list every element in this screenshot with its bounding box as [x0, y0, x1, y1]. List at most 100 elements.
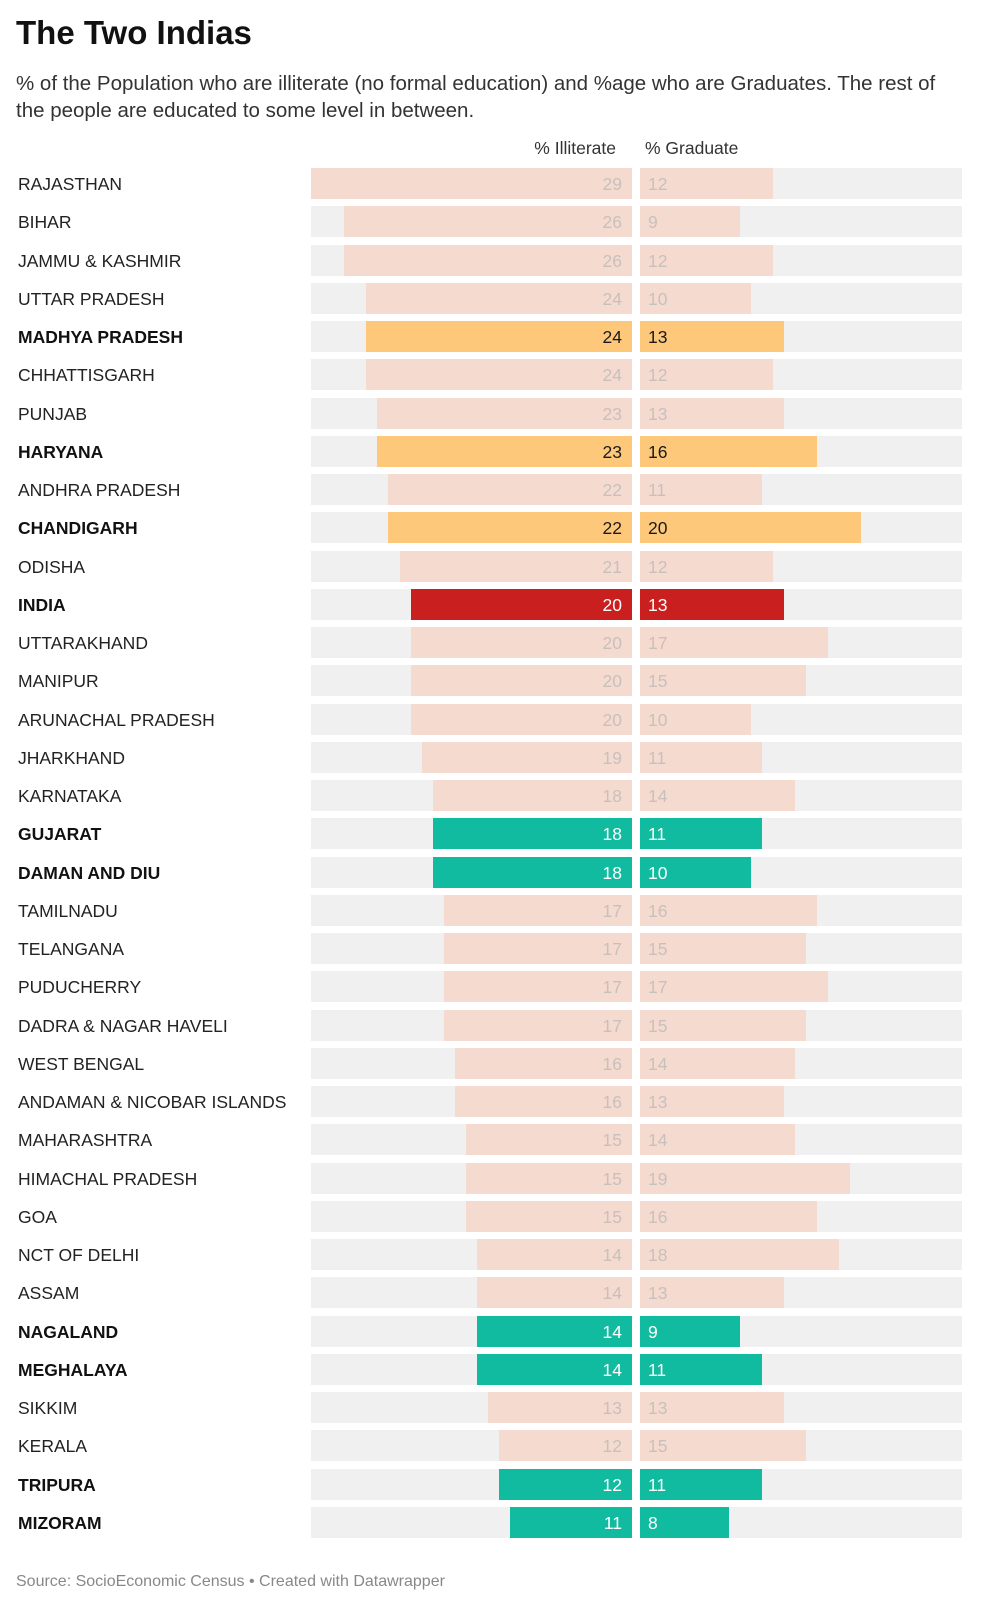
illiterate-bar	[454, 1047, 632, 1079]
graduate-bar	[640, 894, 818, 926]
graduate-bar	[640, 1239, 840, 1270]
state-label: ANDHRA PRADESH	[18, 480, 181, 500]
illiterate-bar	[366, 359, 632, 391]
state-label: GUJARAT	[18, 824, 102, 845]
illiterate-bar	[399, 550, 632, 582]
illiterate-bar	[432, 780, 632, 811]
graduate-value-label: 11	[648, 824, 667, 845]
illiterate-bar	[454, 1086, 632, 1117]
illiterate-value-label: 17	[602, 1015, 622, 1036]
illiterate-bar	[344, 244, 632, 276]
illiterate-value-label: 20	[602, 594, 622, 615]
illiterate-bar	[366, 282, 632, 314]
illiterate-value-label: 20	[602, 671, 622, 692]
illiterate-value-label: 26	[602, 212, 622, 233]
illiterate-value-label: 20	[602, 633, 622, 653]
illiterate-value-label: 12	[602, 1474, 622, 1495]
graduate-bar	[640, 1277, 784, 1309]
illiterate-value-label: 24	[602, 365, 622, 386]
state-label: MAHARASHTRA	[18, 1130, 153, 1151]
graduate-bar	[640, 282, 751, 314]
state-label: DADRA & NAGAR HAVELI	[18, 1015, 228, 1036]
illiterate-bar	[443, 1009, 632, 1041]
state-label: UTTARAKHAND	[18, 633, 148, 653]
graduate-value-label: 11	[648, 1359, 667, 1380]
state-label: MANIPUR	[18, 671, 99, 692]
chart-subtitle: % of the Population who are illiterate (…	[16, 72, 936, 122]
graduate-bar	[640, 321, 784, 352]
state-label: DAMAN AND DIU	[18, 862, 161, 883]
state-label: PUDUCHERRY	[18, 977, 142, 998]
illiterate-value-label: 23	[602, 441, 622, 462]
illiterate-bar	[510, 1506, 632, 1538]
illiterate-bar	[465, 1162, 632, 1194]
graduate-value-label: 15	[648, 939, 668, 959]
illiterate-value-label: 13	[602, 1398, 622, 1418]
chart-title: The Two Indias	[16, 14, 252, 51]
illiterate-value-label: 14	[602, 1321, 622, 1342]
illiterate-bar	[410, 703, 632, 735]
illiterate-bar	[443, 933, 632, 964]
state-label: JAMMU & KASHMIR	[18, 250, 182, 271]
graduate-bar	[640, 1124, 795, 1156]
state-label: NCT OF DELHI	[18, 1245, 140, 1265]
state-label: CHHATTISGARH	[18, 365, 155, 386]
graduate-bar	[640, 168, 773, 199]
illiterate-value-label: 15	[602, 1130, 622, 1151]
illiterate-bar	[377, 435, 632, 467]
illiterate-value-label: 22	[602, 518, 622, 539]
graduate-bar	[640, 1009, 807, 1041]
graduate-value-label: 16	[648, 1206, 668, 1227]
graduate-value-label: 13	[648, 1398, 668, 1418]
illiterate-value-label: 12	[602, 1436, 622, 1457]
graduate-bar	[640, 206, 740, 238]
graduate-value-label: 19	[648, 1168, 668, 1189]
graduate-bar	[640, 550, 773, 582]
illiterate-value-label: 18	[602, 786, 622, 806]
state-label: MADHYA PRADESH	[18, 327, 183, 347]
illiterate-bar	[499, 1468, 632, 1500]
state-label: TAMILNADU	[18, 900, 118, 921]
illiterate-value-label: 18	[602, 824, 622, 845]
graduate-bar	[640, 1315, 740, 1347]
graduate-bar	[640, 741, 762, 773]
source-note: Source: SocioEconomic Census • Created w…	[16, 1573, 445, 1590]
graduate-value-label: 10	[648, 862, 668, 883]
illiterate-bar	[410, 588, 632, 620]
state-label: GOA	[18, 1206, 57, 1227]
illiterate-value-label: 17	[602, 977, 622, 998]
state-label: ASSAM	[18, 1283, 80, 1304]
illiterate-bar	[410, 627, 632, 658]
graduate-value-label: 14	[648, 786, 668, 806]
graduate-value-label: 13	[648, 1092, 668, 1112]
graduate-bar	[640, 856, 751, 888]
illiterate-bar	[465, 1124, 632, 1156]
graduate-bar	[640, 1353, 762, 1385]
illiterate-value-label: 11	[603, 1512, 622, 1533]
state-label: WEST BENGAL	[18, 1053, 145, 1074]
graduate-value-label: 12	[648, 365, 668, 386]
graduate-value-label: 9	[648, 212, 658, 233]
graduate-bar	[640, 933, 807, 964]
illiterate-bar	[388, 474, 632, 505]
state-label: NAGALAND	[18, 1321, 119, 1342]
graduate-value-label: 12	[648, 250, 668, 271]
graduate-bar	[640, 359, 773, 391]
illiterate-value-label: 14	[602, 1245, 622, 1265]
illiterate-value-label: 26	[602, 250, 622, 271]
graduate-value-label: 14	[648, 1053, 668, 1074]
graduate-bar	[640, 971, 829, 1003]
state-label: HARYANA	[18, 441, 104, 462]
graduate-bar	[640, 1200, 818, 1232]
state-label: HIMACHAL PRADESH	[18, 1168, 198, 1189]
illiterate-value-label: 14	[602, 1283, 622, 1304]
state-label: TELANGANA	[18, 939, 124, 959]
graduate-value-label: 16	[648, 441, 668, 462]
graduate-value-label: 12	[648, 556, 668, 577]
illiterate-bar	[443, 971, 632, 1003]
illiterate-value-label: 29	[602, 174, 622, 194]
graduate-bar	[640, 703, 751, 735]
illiterate-bar	[499, 1430, 632, 1462]
graduate-bar	[640, 588, 784, 620]
